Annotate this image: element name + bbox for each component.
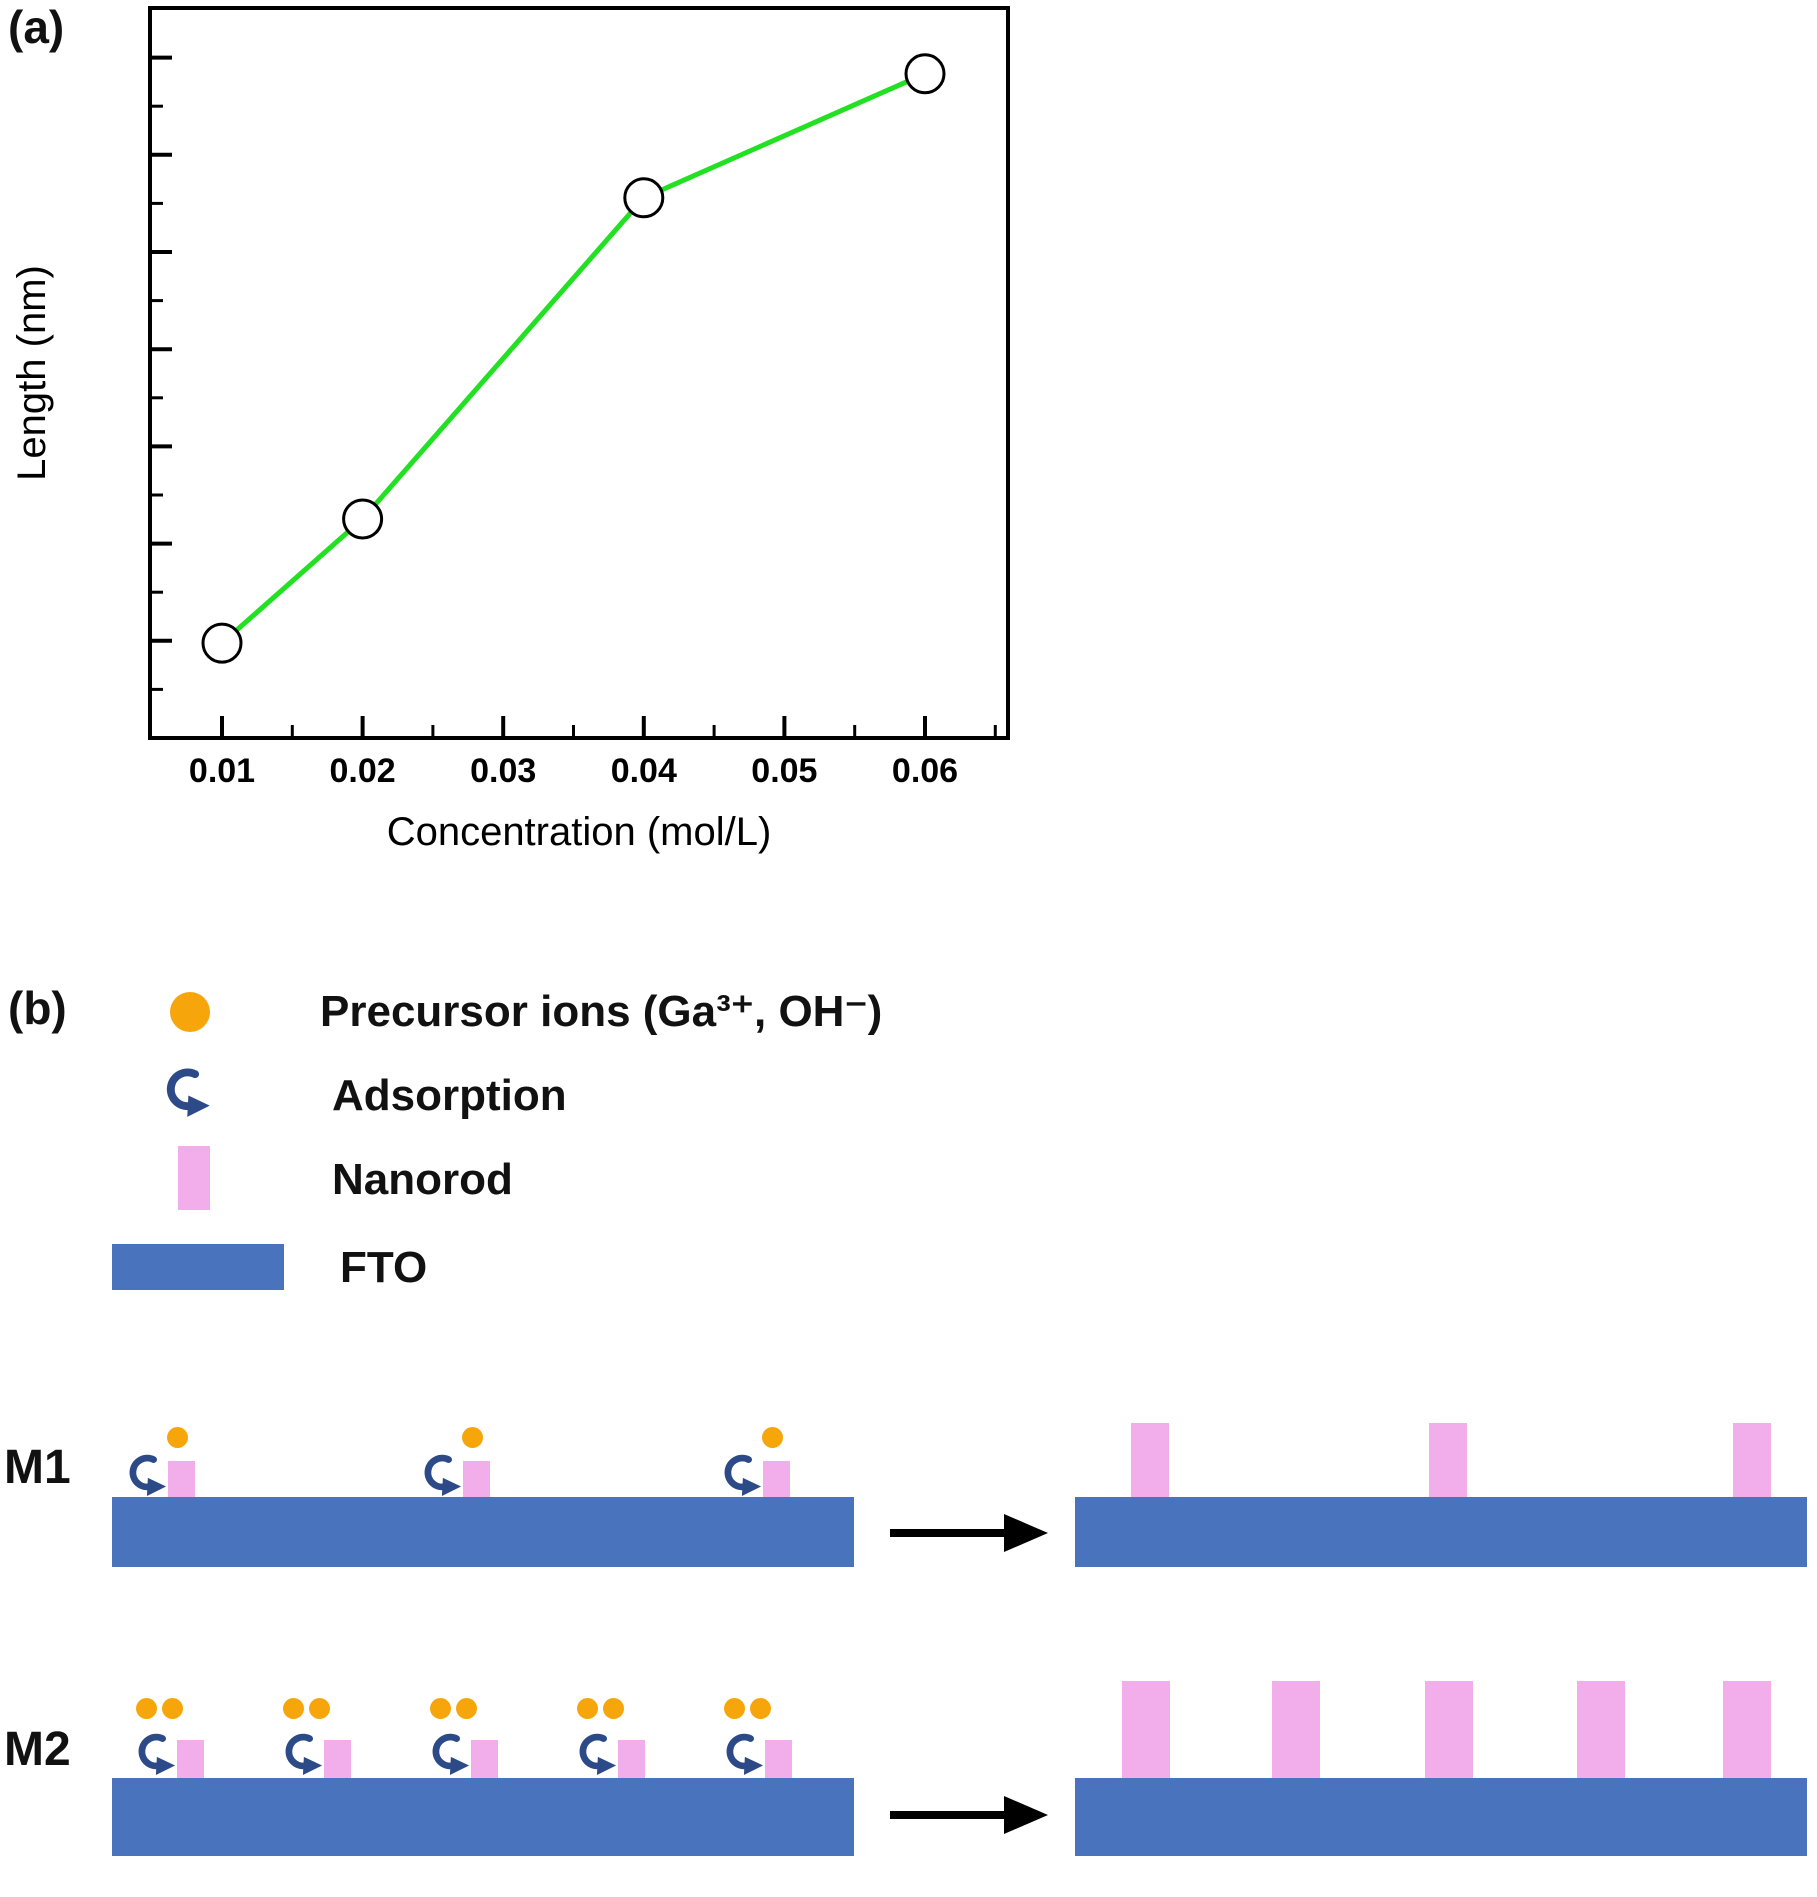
grown-nanorod [1577, 1681, 1625, 1778]
precursor-ion-dot [162, 1698, 183, 1719]
data-point-marker [201, 622, 243, 664]
adsorption-arrow-icon [719, 1730, 765, 1776]
data-point-marker [904, 53, 946, 95]
x-axis-ticks [220, 716, 997, 738]
x-axis-label: Concentration (mol/L) [387, 810, 772, 854]
fto-legend-swatch [112, 1244, 284, 1290]
series-markers [201, 53, 946, 664]
x-tick-label: 0.06 [892, 752, 958, 790]
precursor-ion-dot [724, 1698, 745, 1719]
process-arrow-m2 [890, 1796, 1048, 1834]
grown-nanorod [1723, 1681, 1771, 1778]
length-vs-concentration-chart: 0.01 0.02 0.03 0.04 0.05 0.06 Concentration (… [10, 6, 1010, 854]
data-point-marker [342, 498, 384, 540]
fto-bar-m2-left [112, 1778, 854, 1856]
grown-nanorod [1122, 1681, 1170, 1778]
series-line [220, 71, 927, 645]
mechanism-m2-label: M2 [4, 1723, 71, 1776]
precursor-ion-dot [462, 1427, 483, 1448]
adsorption-arrow-legend-icon [158, 1064, 212, 1118]
grown-nanorod [1425, 1681, 1473, 1778]
plot-border [148, 6, 1010, 740]
precursor-ion-dot [456, 1698, 477, 1719]
x-tick-label: 0.05 [751, 752, 817, 790]
panel-b-label: (b) [8, 982, 67, 1034]
fto-bar-m1-right [1075, 1497, 1807, 1567]
x-axis-tick-labels: 0.01 0.02 0.03 0.04 0.05 0.06 [189, 752, 958, 790]
grown-nanorod [1429, 1423, 1467, 1497]
legend-adsorption-label: Adsorption [332, 1071, 567, 1120]
x-tick-label: 0.02 [330, 752, 396, 790]
seed-nanorod [470, 1740, 498, 1778]
adsorption-arrow-icon [131, 1730, 177, 1776]
seed-nanorod [617, 1740, 645, 1778]
seed-nanorod [167, 1461, 195, 1497]
mechanism-m1-label: M1 [4, 1441, 71, 1494]
precursor-ion-dot [577, 1698, 598, 1719]
seed-nanorod [764, 1740, 792, 1778]
seed-nanorod [462, 1461, 490, 1497]
adsorption-arrow-icon [717, 1451, 763, 1497]
precursor-ion-dot [283, 1698, 304, 1719]
grown-nanorod [1272, 1681, 1320, 1778]
precursor-ion-dot [309, 1698, 330, 1719]
legend-fto-label: FTO [340, 1243, 428, 1292]
grown-nanorod [1733, 1423, 1771, 1497]
adsorption-arrow-icon [278, 1730, 324, 1776]
adsorption-arrow-icon [122, 1451, 168, 1497]
x-tick-label: 0.03 [470, 752, 536, 790]
nanorod-legend-swatch [178, 1146, 210, 1210]
adsorption-arrow-icon [572, 1730, 618, 1776]
x-tick-label: 0.01 [189, 752, 255, 790]
precursor-ion-dot-legend-icon [170, 992, 210, 1032]
precursor-ion-dot [430, 1698, 451, 1719]
legend-precursor-ions-label: Precursor ions (Ga³⁺, OH⁻) [320, 987, 883, 1036]
x-tick-label: 0.04 [611, 752, 677, 790]
process-arrow-m1 [890, 1514, 1048, 1552]
adsorption-arrow-icon [417, 1451, 463, 1497]
seed-nanorod [176, 1740, 204, 1778]
precursor-ion-dot [750, 1698, 771, 1719]
precursor-ion-dot [136, 1698, 157, 1719]
precursor-ion-dot [167, 1427, 188, 1448]
grown-nanorod [1131, 1423, 1169, 1497]
precursor-ion-dot [762, 1427, 783, 1448]
seed-nanorod [762, 1461, 790, 1497]
precursor-ion-dot [603, 1698, 624, 1719]
y-axis-ticks [150, 55, 172, 691]
fto-bar-m2-right [1075, 1778, 1807, 1856]
adsorption-arrow-icon [425, 1730, 471, 1776]
data-point-marker [623, 177, 665, 219]
y-axis-label: Length (nm) [10, 265, 54, 481]
panel-a-label: (a) [8, 1, 65, 53]
legend-nanorod-label: Nanorod [332, 1155, 513, 1204]
seed-nanorod [323, 1740, 351, 1778]
fto-bar-m1-left [112, 1497, 854, 1567]
